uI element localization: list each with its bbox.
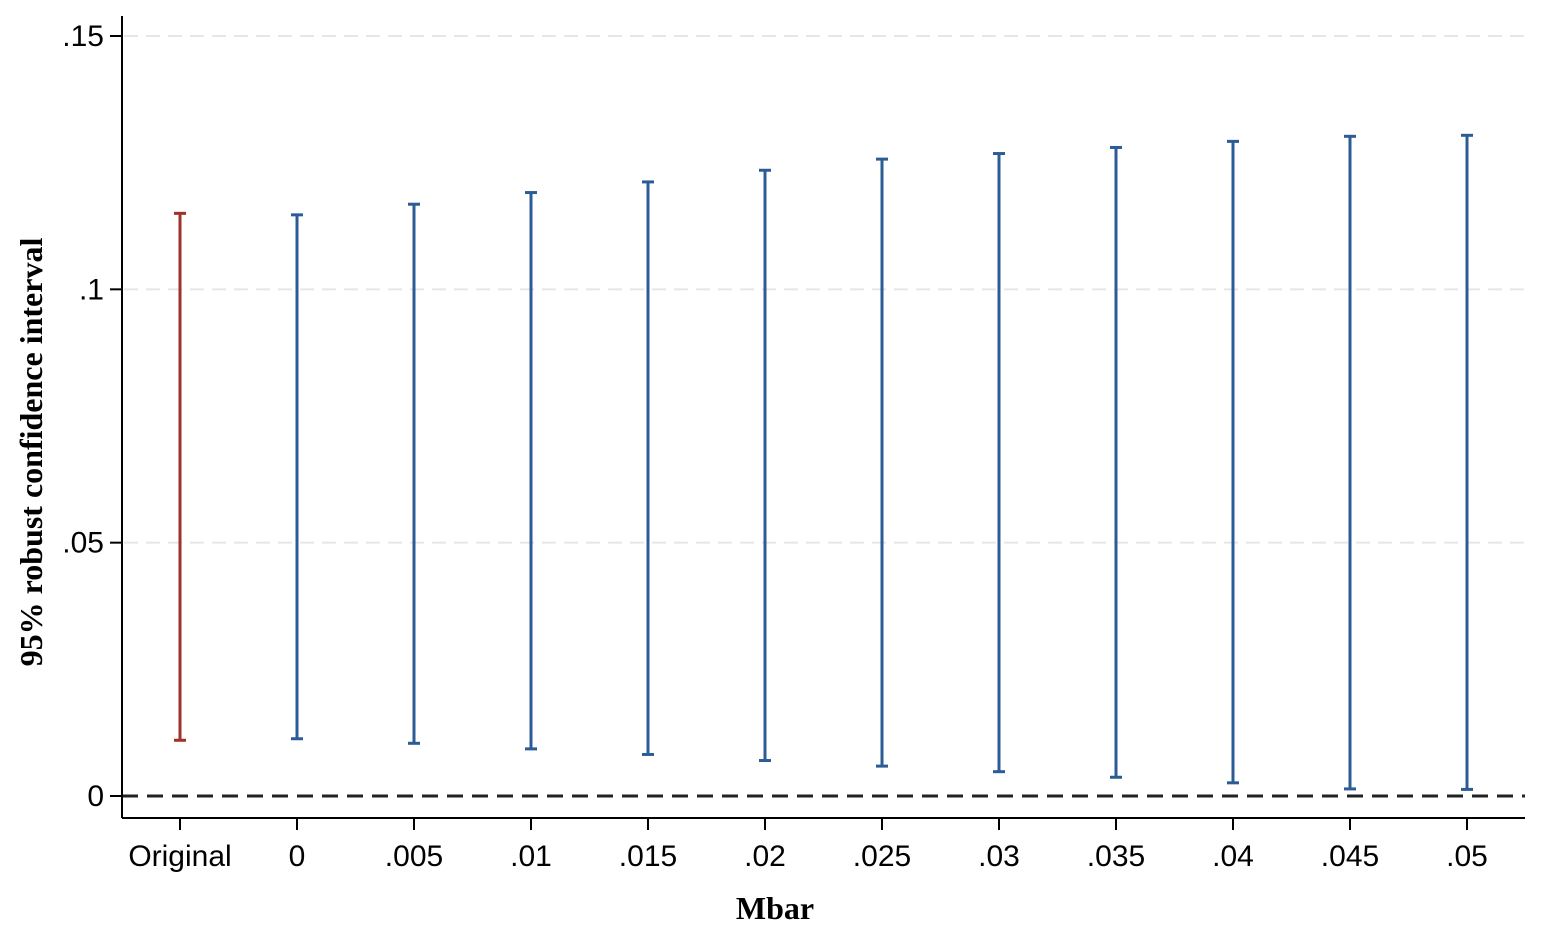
y-tick-label: .15 bbox=[62, 20, 104, 53]
error-bar bbox=[1344, 134, 1356, 791]
error-bar bbox=[642, 180, 654, 756]
x-tick-label: .02 bbox=[744, 840, 786, 873]
y-axis-title: 95% robust confidence interval bbox=[13, 238, 49, 667]
y-ticks: 0 .05 .1 .15 bbox=[62, 20, 122, 813]
error-bar bbox=[291, 213, 303, 741]
error-bars bbox=[174, 133, 1473, 791]
y-tick-label: 0 bbox=[87, 780, 104, 813]
y-tick-label: .1 bbox=[79, 273, 104, 306]
x-tick-label: .015 bbox=[619, 840, 677, 873]
x-tick-label: .025 bbox=[853, 840, 911, 873]
x-tick-label: .04 bbox=[1212, 840, 1254, 873]
x-tick-label: .05 bbox=[1446, 840, 1488, 873]
gridlines bbox=[124, 35, 1525, 544]
axes bbox=[121, 16, 1525, 819]
error-bar bbox=[993, 152, 1005, 774]
x-axis-title: Mbar bbox=[736, 890, 814, 926]
x-tick-label: .035 bbox=[1087, 840, 1145, 873]
x-tick-label: Original bbox=[128, 840, 231, 873]
x-tick-label: .01 bbox=[510, 840, 552, 873]
error-bar bbox=[1227, 139, 1239, 785]
x-tick-label: .045 bbox=[1321, 840, 1379, 873]
x-ticks: Original 0 .005 .01 .015 .02 .025 .03 .035 .04 .04… bbox=[128, 818, 1488, 873]
error-bar bbox=[525, 191, 537, 751]
error-bar bbox=[876, 157, 888, 768]
y-tick-label: .05 bbox=[62, 527, 104, 560]
error-bar bbox=[1110, 145, 1122, 779]
error-bar bbox=[1461, 133, 1473, 791]
x-tick-label: 0 bbox=[289, 840, 306, 873]
error-bar bbox=[174, 211, 186, 742]
error-bar bbox=[759, 168, 771, 763]
x-tick-label: .005 bbox=[385, 840, 443, 873]
error-bar bbox=[408, 202, 420, 745]
x-tick-label: .03 bbox=[978, 840, 1020, 873]
